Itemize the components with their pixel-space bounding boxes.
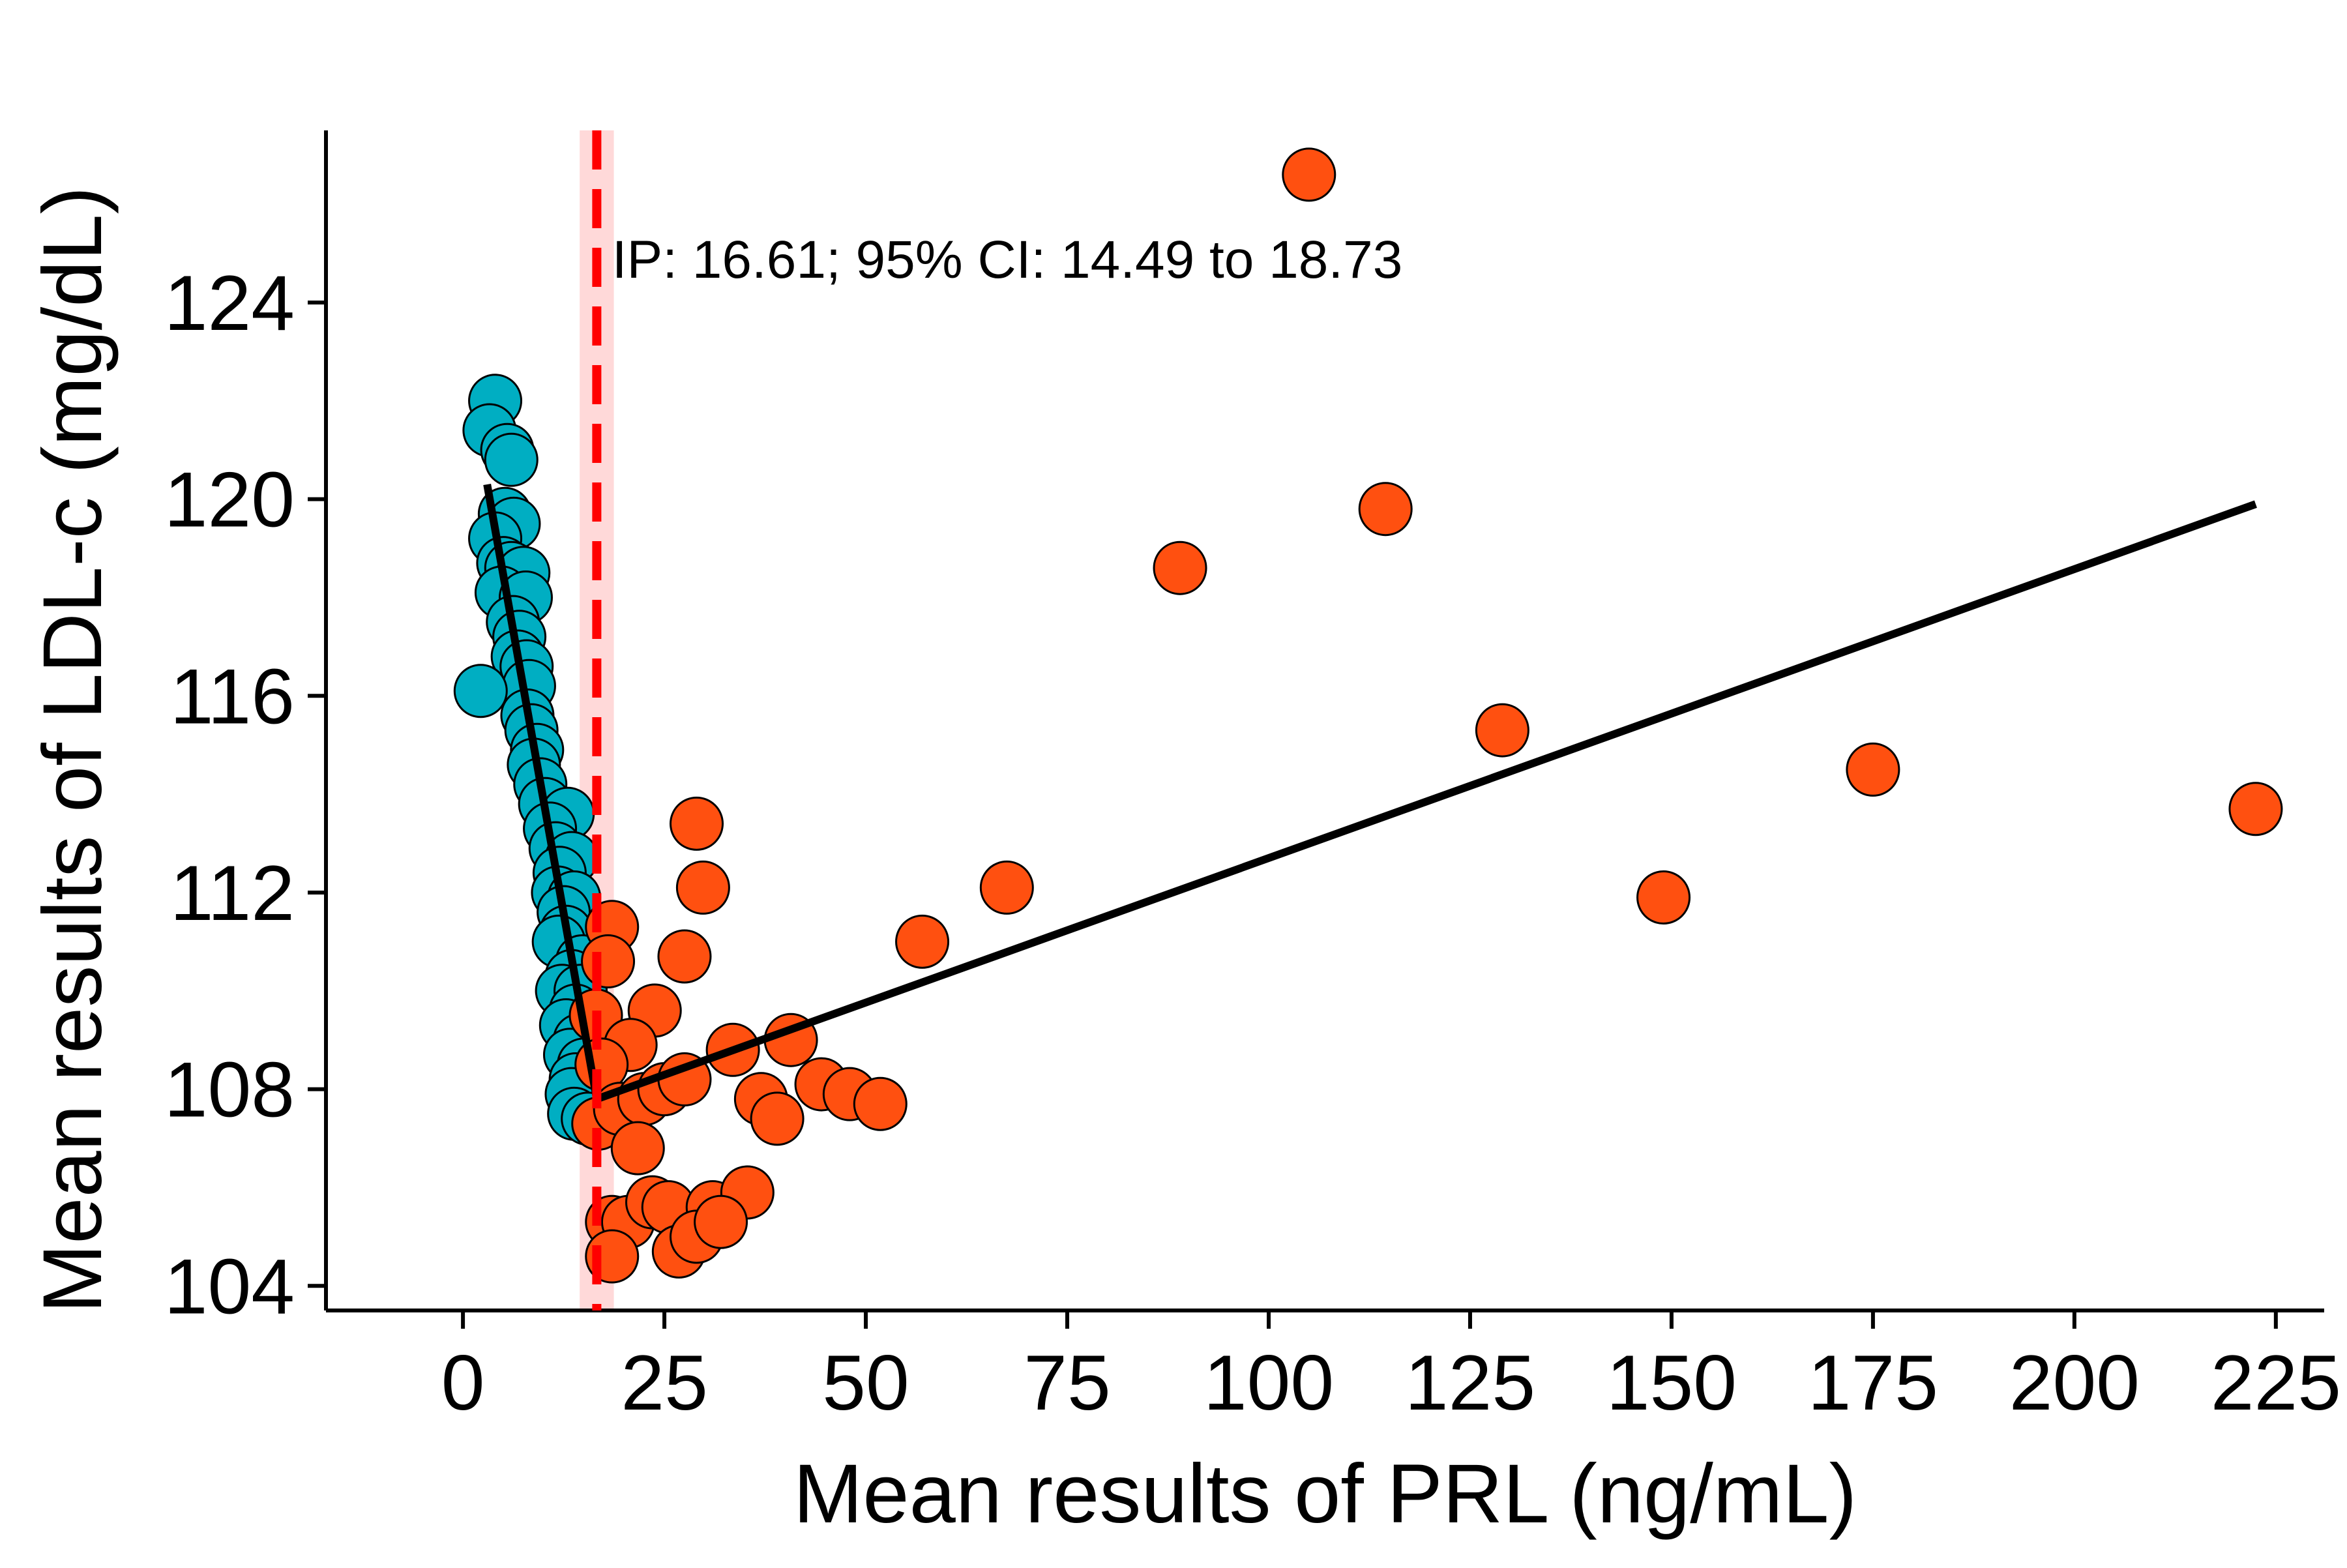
y-tick-label: 108: [164, 1046, 295, 1134]
y-tick-label: 116: [170, 653, 295, 740]
x-tick-label: 50: [822, 1339, 909, 1427]
data-point-above-ip: [657, 929, 712, 984]
data-point-above-ip: [581, 934, 636, 989]
x-tick-label: 75: [1024, 1339, 1110, 1427]
data-point-above-ip: [895, 914, 950, 969]
fit-line-left: [483, 483, 601, 1100]
data-point-above-ip: [675, 860, 730, 915]
data-point-above-ip: [1282, 147, 1336, 202]
data-point-above-ip: [1846, 742, 1900, 797]
data-point-above-ip: [2228, 782, 2283, 836]
data-point-above-ip: [1636, 870, 1691, 925]
data-point-above-ip: [1358, 482, 1413, 537]
x-axis-title: Mean results of PRL (ng/mL): [793, 1447, 1857, 1541]
x-tick-label: 175: [1808, 1339, 1938, 1427]
x-tick-label: 150: [1606, 1339, 1737, 1427]
data-point-below-ip: [484, 432, 539, 487]
x-tick-label: 225: [2211, 1339, 2341, 1427]
data-point-above-ip: [610, 1121, 665, 1176]
x-tick-label: 125: [1405, 1339, 1535, 1427]
data-point-above-ip: [979, 860, 1034, 915]
data-point-below-ip: [453, 664, 508, 718]
inflection-point-annotation: IP: 16.61; 95% CI: 14.49 to 18.73: [612, 230, 1403, 289]
y-tick-label: 120: [164, 456, 295, 544]
data-point-above-ip: [853, 1076, 908, 1131]
fit-line-right: [595, 500, 2257, 1103]
y-tick-label: 104: [164, 1243, 295, 1330]
x-tick-label: 25: [621, 1339, 707, 1427]
y-tick-label: 124: [164, 259, 295, 347]
x-tick-label: 100: [1203, 1339, 1334, 1427]
data-point-above-ip: [750, 1091, 804, 1146]
data-point-above-ip: [670, 796, 724, 851]
y-tick-label: 112: [170, 850, 295, 937]
y-axis-title: Mean results of LDL-c (mg/dL): [26, 186, 119, 1314]
x-tick-label: 200: [2009, 1339, 2140, 1427]
data-point-above-ip: [1475, 703, 1529, 758]
data-point-above-ip: [694, 1194, 748, 1249]
data-point-above-ip: [1153, 540, 1207, 595]
x-tick-label: 0: [441, 1339, 485, 1427]
